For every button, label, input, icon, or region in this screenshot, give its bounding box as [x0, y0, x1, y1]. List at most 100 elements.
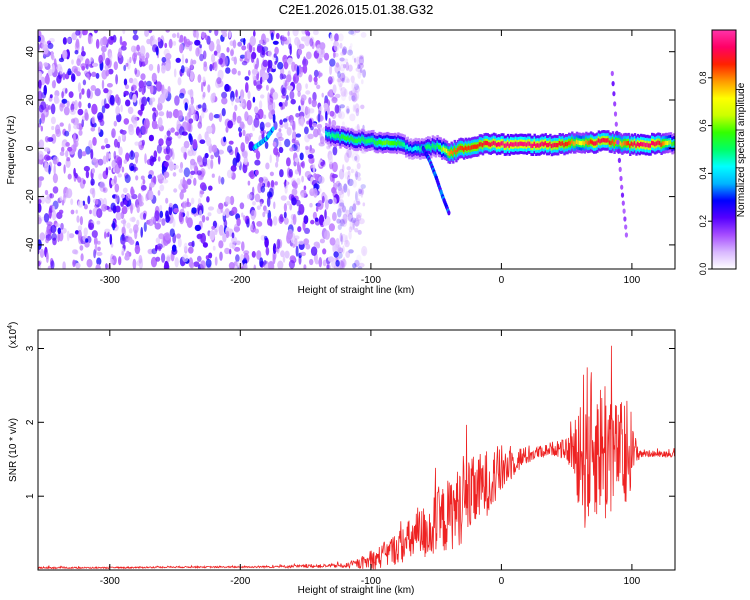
- ridge-cell: [654, 142, 657, 147]
- snr-y-scale-base: (x10: [8, 328, 19, 348]
- noise-cell: [347, 64, 353, 72]
- ridge-cell: [593, 141, 596, 146]
- ridge-cell: [483, 141, 486, 146]
- noise-cell: [177, 110, 183, 121]
- noise-cell: [136, 44, 141, 52]
- branch-cell: [617, 148, 621, 154]
- noise-cell: [253, 209, 257, 218]
- noise-cell: [188, 242, 194, 247]
- ridge-cell: [412, 146, 416, 152]
- noise-cell: [163, 171, 170, 178]
- noise-cell: [355, 154, 360, 163]
- noise-cell: [336, 197, 340, 204]
- noise-cell: [311, 159, 315, 164]
- noise-cell: [335, 259, 340, 267]
- noise-cell: [333, 41, 339, 47]
- noise-cell: [300, 94, 307, 101]
- noise-cell: [197, 104, 202, 109]
- noise-cell: [352, 86, 357, 97]
- noise-cell: [98, 173, 103, 180]
- noise-cell: [334, 104, 340, 114]
- noise-cell: [43, 147, 51, 152]
- noise-cell: [344, 171, 349, 180]
- noise-cell: [304, 126, 309, 135]
- ridge-cell: [417, 146, 420, 151]
- noise-cell: [276, 131, 283, 139]
- noise-cell: [255, 150, 261, 160]
- noise-cell: [148, 134, 154, 142]
- noise-cell: [80, 253, 84, 262]
- noise-cell: [156, 243, 163, 250]
- noise-cell: [57, 233, 60, 243]
- noise-cell: [62, 37, 67, 45]
- noise-cell: [242, 162, 248, 174]
- noise-cell: [83, 204, 88, 210]
- noise-cell: [262, 46, 269, 52]
- ridge-cell: [519, 141, 522, 146]
- noise-cell: [141, 96, 148, 107]
- ridge-cell: [414, 145, 417, 150]
- noise-cell: [199, 44, 202, 49]
- noise-cell: [86, 73, 90, 79]
- noise-cell: [193, 161, 198, 171]
- noise-cell: [339, 72, 346, 82]
- spectrogram-cells: [38, 30, 675, 269]
- ridge-cell: [516, 142, 519, 147]
- y-tick-label: 3: [25, 345, 36, 351]
- noise-cell: [338, 168, 345, 180]
- noise-cell: [288, 259, 295, 269]
- noise-cell: [96, 240, 101, 245]
- noise-cell: [141, 139, 145, 146]
- noise-cell: [267, 59, 271, 70]
- noise-cell: [168, 202, 173, 208]
- ridge-cell: [438, 144, 441, 149]
- noise-cell: [340, 218, 348, 228]
- branch-cell: [615, 130, 619, 136]
- ridge-cell: [544, 141, 547, 146]
- noise-cell: [331, 174, 338, 179]
- noise-cell: [231, 206, 238, 215]
- noise-cell: [342, 262, 346, 269]
- noise-cell: [110, 36, 115, 41]
- noise-cell: [296, 177, 301, 185]
- noise-cell: [354, 103, 360, 113]
- noise-cell: [167, 86, 171, 94]
- noise-cell: [296, 199, 301, 207]
- noise-cell: [90, 148, 94, 160]
- noise-cell: [305, 90, 311, 95]
- noise-cell: [332, 51, 336, 59]
- noise-cell: [350, 89, 354, 98]
- noise-cell: [135, 154, 139, 164]
- noise-cell: [258, 100, 263, 110]
- noise-cell: [289, 203, 293, 211]
- noise-cell: [202, 50, 207, 60]
- noise-cell: [228, 262, 235, 269]
- ridge-cell: [442, 146, 446, 151]
- noise-cell: [214, 228, 218, 235]
- noise-cell: [308, 74, 313, 83]
- noise-cell: [122, 187, 128, 193]
- noise-cell: [59, 102, 64, 112]
- figure-title: C2E1.2026.015.01.38.G32: [279, 2, 434, 17]
- ridge-cell: [553, 142, 557, 148]
- noise-cell: [184, 102, 188, 111]
- ridge-cell: [337, 133, 341, 139]
- noise-cell: [332, 211, 337, 222]
- noise-cell: [183, 242, 188, 252]
- noise-cell: [350, 75, 355, 83]
- noise-cell: [68, 123, 71, 133]
- ridge-cell: [533, 141, 536, 146]
- noise-cell: [275, 161, 279, 168]
- noise-cell: [214, 61, 218, 72]
- noise-cell: [154, 123, 159, 130]
- noise-cell: [114, 193, 119, 203]
- noise-cell: [129, 217, 136, 222]
- noise-cell: [92, 157, 97, 163]
- noise-cell: [38, 203, 42, 213]
- ridge-cell: [467, 145, 471, 150]
- noise-cell: [304, 30, 309, 35]
- noise-cell: [59, 151, 65, 156]
- noise-cell: [242, 151, 248, 159]
- ridge-cell: [624, 140, 627, 146]
- noise-cell: [297, 226, 302, 233]
